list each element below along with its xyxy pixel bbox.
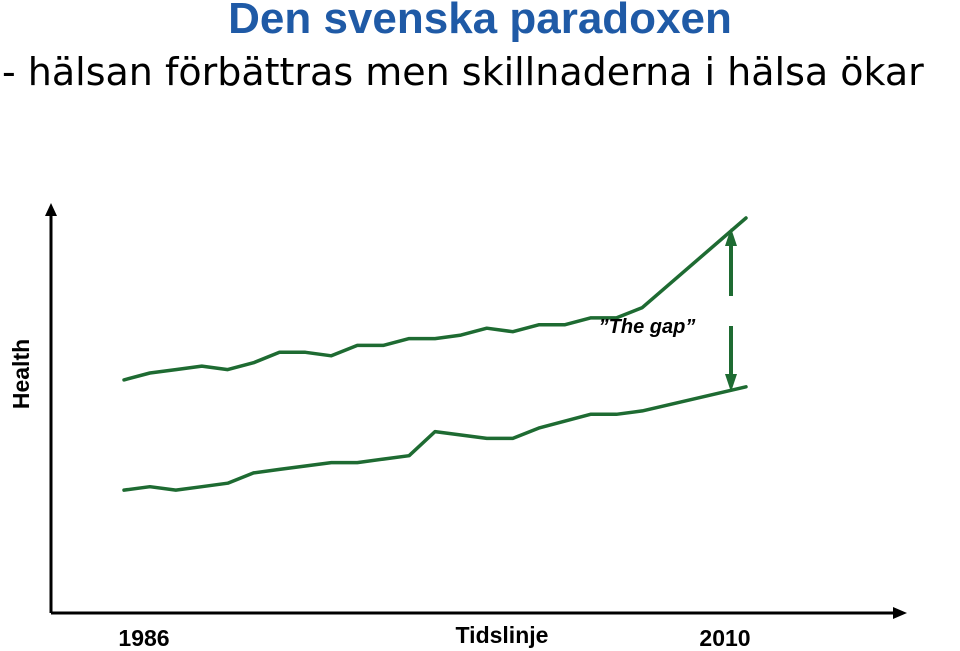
gap-arrow [725,228,737,392]
x-axis-arrow [893,607,907,619]
gap-arrow-lower-head [725,374,737,392]
y-axis-label: Health [8,339,34,409]
gap-annotation: ”The gap” [599,316,696,338]
gap-arrow-upper-head [725,228,737,246]
x-tick-label-start: 1986 [118,625,169,651]
page-title: Den svenska paradoxen [228,0,732,43]
series-layer [122,216,748,492]
series-line-upper [122,216,748,382]
x-axis-label: Tidslinje [456,622,549,648]
y-axis-arrow [45,203,57,216]
axes [45,203,907,619]
x-tick-label-end: 2010 [699,625,750,651]
series-line-lower [122,385,748,492]
page-subtitle: - hälsan förbättras men skillnaderna i h… [2,50,924,94]
